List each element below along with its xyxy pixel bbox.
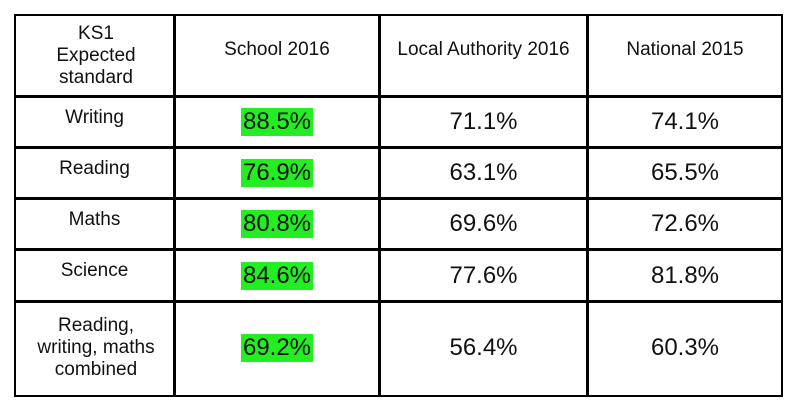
row-label-text: Science [60, 260, 129, 281]
grid-line [16, 248, 781, 251]
school-value: 80.8% [240, 210, 314, 238]
row-label: Writing [16, 98, 173, 138]
grid-line [16, 146, 781, 149]
la-value-cell: 77.6% [381, 251, 586, 300]
la-value-cell: 71.1% [381, 98, 586, 146]
school-value-cell: 88.5% [176, 98, 378, 146]
national-value-cell: 60.3% [589, 303, 781, 393]
national-value-cell: 74.1% [589, 98, 781, 146]
national-value: 72.6% [650, 210, 720, 237]
header-cell-school-2016: School 2016 [176, 16, 378, 84]
school-value-cell: 84.6% [176, 251, 378, 300]
la-value: 69.6% [449, 210, 518, 237]
header-cell-national-2015: National 2015 [589, 16, 781, 84]
row-label: Science [16, 251, 173, 291]
header-label: National 2015 [626, 39, 744, 60]
row-label-text: Maths [68, 209, 121, 230]
la-value: 71.1% [449, 108, 518, 135]
grid-line [16, 300, 781, 303]
national-value: 74.1% [650, 108, 720, 135]
grid-line [586, 16, 589, 395]
national-value: 65.5% [650, 159, 720, 186]
la-value: 77.6% [449, 261, 518, 289]
row-label-text: Writing [65, 107, 124, 128]
header-label: Local Authority 2016 [397, 39, 570, 60]
national-value-cell: 81.8% [589, 251, 781, 300]
header-label: KS1 Expected standard [56, 22, 136, 88]
school-value: 88.5% [240, 108, 314, 136]
national-value-cell: 65.5% [589, 149, 781, 197]
school-value-cell: 80.8% [176, 200, 378, 248]
row-label: Maths [16, 200, 173, 240]
results-table: KS1 Expected standard School 2016 Local … [14, 14, 783, 397]
grid-line [173, 16, 176, 395]
school-value-cell: 69.2% [176, 303, 378, 393]
la-value-cell: 63.1% [381, 149, 586, 197]
la-value: 63.1% [449, 159, 518, 186]
grid-line [378, 16, 381, 395]
la-value-cell: 56.4% [381, 303, 586, 393]
school-value: 76.9% [240, 159, 314, 187]
la-value: 56.4% [449, 334, 518, 361]
school-value: 69.2% [240, 334, 314, 362]
school-value-cell: 76.9% [176, 149, 378, 197]
grid-line [16, 95, 781, 98]
la-value-cell: 69.6% [381, 200, 586, 248]
grid-line [16, 197, 781, 200]
row-label-text: Reading, writing, maths combined [37, 315, 155, 380]
row-label-text: Reading [59, 158, 130, 179]
national-value: 81.8% [650, 261, 720, 289]
header-cell-category: KS1 Expected standard [46, 16, 146, 95]
header-cell-local-authority-2016: Local Authority 2016 [381, 16, 586, 84]
national-value: 60.3% [650, 334, 720, 361]
national-value-cell: 72.6% [589, 200, 781, 248]
row-label: Reading [16, 149, 173, 189]
school-value: 84.6% [240, 261, 314, 290]
header-label: School 2016 [224, 39, 330, 60]
row-label: Reading, writing, maths combined [28, 303, 164, 393]
